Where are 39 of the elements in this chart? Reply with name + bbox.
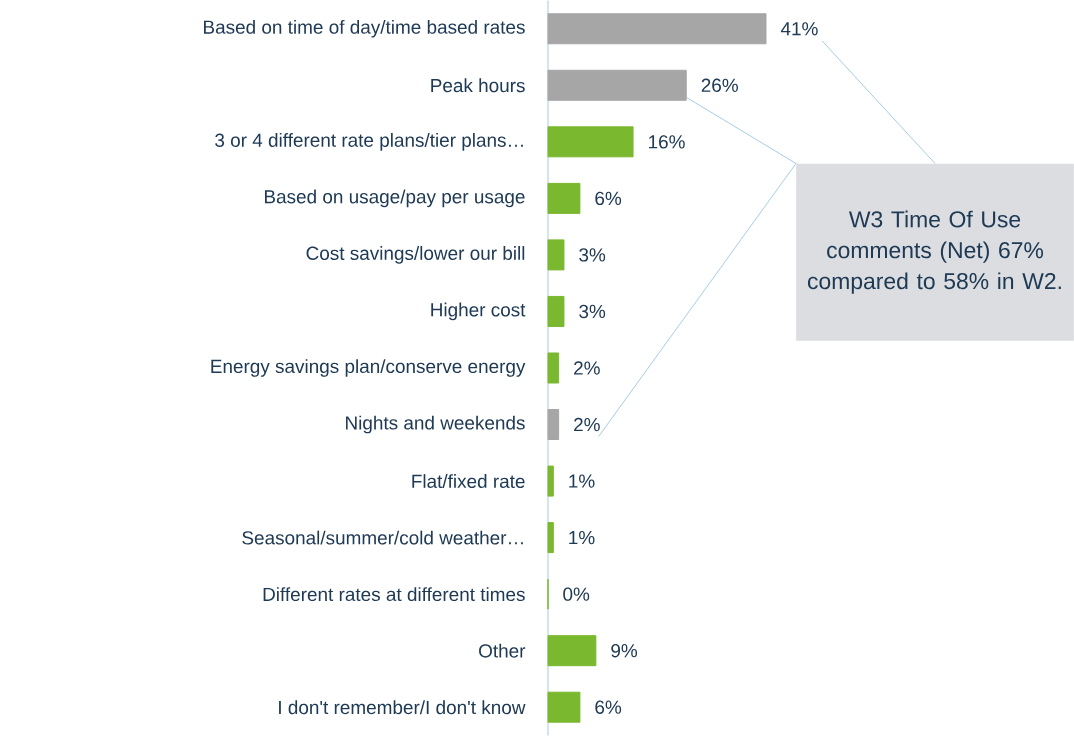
data-label: 1% [569, 474, 595, 488]
bar [547, 635, 597, 667]
y-tick-label: Cost savings/lower our bill [306, 246, 525, 264]
bar [547, 69, 687, 101]
y-tick-label: Nights and weekends [346, 415, 525, 434]
y-tick-label: Other [479, 643, 526, 658]
bar [547, 465, 554, 497]
data-label: 41% [780, 22, 818, 36]
data-label: 26% [701, 78, 738, 92]
y-tick-label: Peak hours [431, 78, 525, 93]
text: W3 Time Of Use comments (Net) 67% compared to 58% in W2. [807, 210, 1061, 294]
data-label: 3% [579, 248, 606, 262]
bar [547, 295, 565, 327]
data-label: 2% [574, 417, 600, 432]
data-label: 0% [563, 587, 590, 601]
bar [547, 182, 581, 214]
bar [547, 409, 560, 441]
y-tick-label: Different rates at different times [263, 587, 525, 602]
y-tick-label: 3 or 4 different rate plans/tier plans… [215, 133, 523, 151]
bar [547, 239, 565, 271]
y-tick-label: Flat/fixed rate [412, 474, 525, 489]
bar [547, 691, 581, 723]
y-tick-label: Based on time of day/time based rates [204, 19, 525, 38]
data-label: 6% [595, 191, 622, 206]
bar [547, 126, 634, 158]
y-tick-label: Seasonal/summer/cold weather… [242, 530, 523, 545]
bar [547, 13, 767, 45]
data-label: 9% [611, 643, 638, 658]
y-tick-label: I don't remember/I don't know [279, 700, 526, 715]
y-tick-label: Based on usage/pay per usage [264, 189, 525, 208]
y-tick-label: Higher cost [431, 302, 526, 321]
data-label: 16% [649, 135, 685, 149]
y-tick-label: Energy savings plan/conserve energy [211, 359, 526, 377]
data-label: 6% [595, 700, 622, 714]
data-label: 1% [569, 530, 595, 545]
bar [547, 352, 560, 384]
bar [547, 522, 554, 554]
data-label: 2% [574, 361, 600, 375]
data-label: 3% [579, 304, 606, 319]
